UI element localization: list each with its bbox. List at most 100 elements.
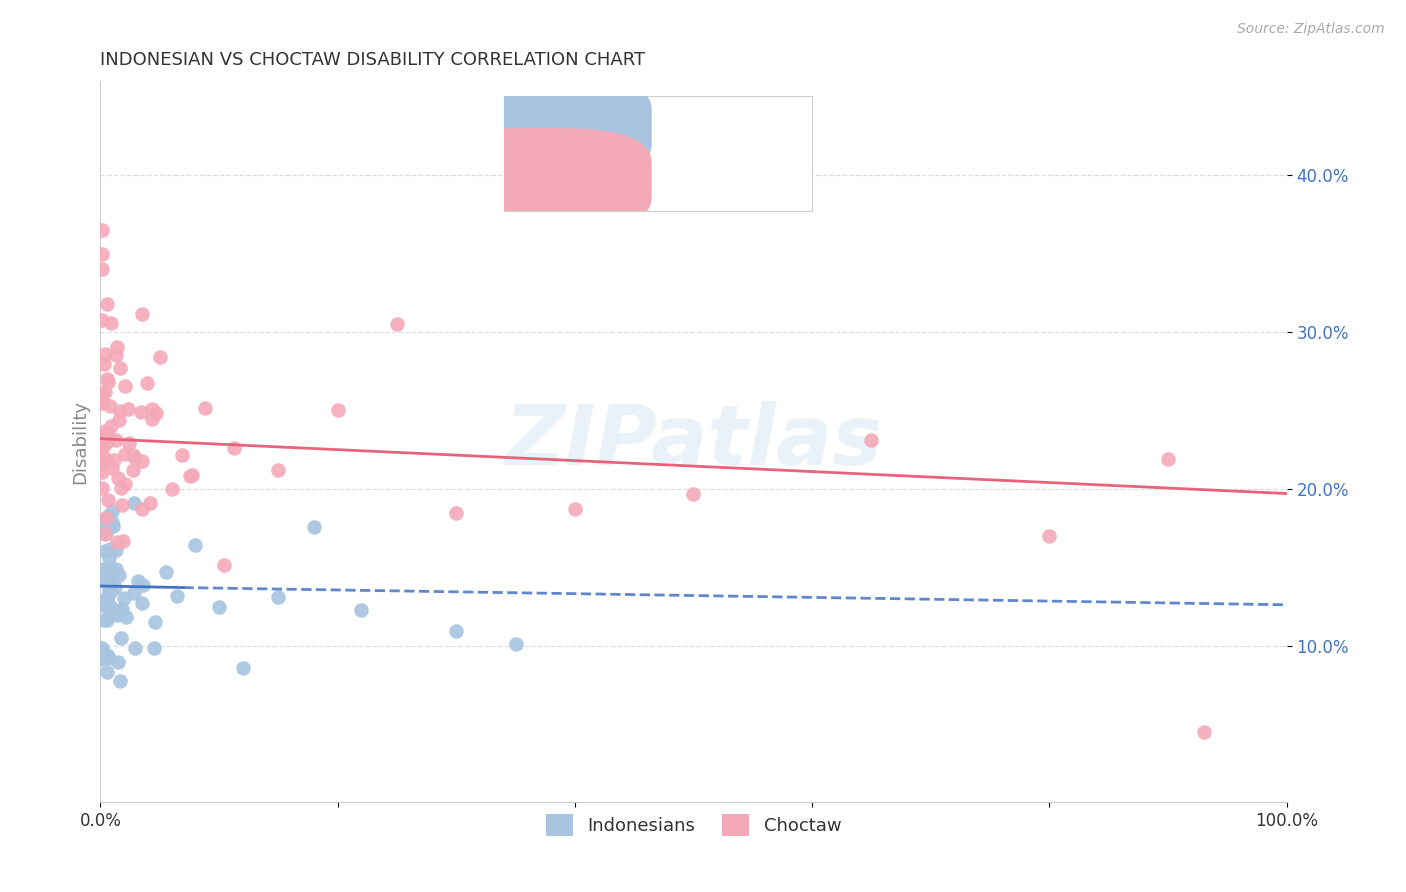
Point (107, 568, 129, 582)
Point (143, 615, 166, 630)
Point (860, 433, 883, 447)
Point (682, 486, 704, 500)
Point (112, 591, 135, 605)
Point (385, 317, 408, 331)
Point (1038, 529, 1060, 543)
Point (105, 535, 128, 549)
Point (96, 297, 118, 311)
Point (108, 673, 131, 688)
Point (107, 471, 129, 485)
Point (90, 393, 112, 408)
Point (110, 481, 132, 495)
Point (90, 441, 112, 455)
Point (94, 384, 117, 399)
Point (100, 316, 122, 330)
Point (97, 550, 120, 565)
Point (121, 463, 143, 477)
Point (100, 418, 122, 433)
Point (94, 526, 117, 541)
Point (1157, 451, 1180, 466)
Point (90, 246, 112, 260)
Point (180, 467, 202, 482)
Text: ZIPatlas: ZIPatlas (505, 401, 883, 483)
Point (142, 640, 165, 655)
Point (90, 313, 112, 327)
Point (103, 519, 125, 533)
Point (100, 399, 122, 413)
Point (302, 520, 325, 534)
Point (105, 608, 128, 623)
Point (97, 434, 120, 448)
Point (90, 396, 112, 410)
Point (194, 401, 217, 416)
Point (115, 610, 138, 624)
Point (267, 591, 290, 605)
Point (91, 456, 114, 470)
Point (94, 437, 117, 451)
Point (108, 605, 131, 619)
Point (100, 504, 122, 518)
Point (100, 599, 122, 614)
Point (139, 496, 162, 510)
Point (444, 624, 467, 639)
Point (93, 613, 115, 627)
Point (107, 655, 129, 669)
Point (111, 602, 134, 616)
Point (110, 631, 132, 645)
Point (124, 450, 146, 465)
Point (96, 591, 118, 605)
Point (90, 594, 112, 608)
Point (94, 526, 117, 541)
Point (108, 404, 131, 418)
Point (94, 347, 117, 361)
Point (91, 465, 114, 479)
Point (121, 449, 143, 463)
Point (114, 477, 136, 491)
Point (267, 463, 290, 477)
Point (90, 387, 112, 401)
Point (103, 453, 125, 467)
Point (104, 580, 127, 594)
Point (98, 583, 121, 598)
Point (90, 517, 112, 532)
Point (104, 562, 127, 576)
Point (114, 379, 136, 393)
Point (97, 574, 120, 589)
Point (96, 425, 118, 440)
Point (94, 451, 117, 466)
Point (131, 597, 153, 611)
Point (112, 533, 135, 548)
Point (104, 348, 127, 362)
Point (98, 600, 121, 615)
Point (97, 375, 120, 389)
Point (94, 424, 117, 438)
Point (114, 447, 136, 461)
Point (98, 650, 121, 665)
Point (232, 660, 254, 674)
Point (91, 573, 114, 587)
Point (90, 262, 112, 277)
Point (97, 493, 120, 508)
Y-axis label: Disability: Disability (72, 400, 89, 483)
Point (96, 613, 118, 627)
Point (98, 560, 121, 574)
Point (105, 340, 128, 354)
Point (94, 597, 117, 611)
Point (93, 599, 115, 613)
Point (117, 402, 139, 417)
Point (131, 501, 153, 516)
Point (179, 468, 201, 483)
Point (444, 506, 467, 520)
Point (97, 589, 120, 603)
Point (124, 586, 146, 600)
Point (222, 442, 245, 456)
Point (97, 579, 120, 593)
Point (96, 665, 118, 679)
Point (97, 582, 120, 597)
Point (90, 481, 112, 495)
Point (155, 565, 177, 579)
Point (93, 357, 115, 371)
Point (131, 307, 153, 321)
Point (505, 637, 527, 651)
Point (1192, 724, 1215, 739)
